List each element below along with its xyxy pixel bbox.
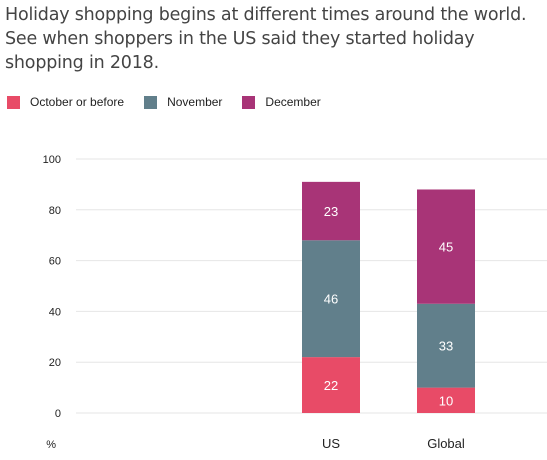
y-tick-label-60: 60 xyxy=(49,256,61,268)
data-label-global-series-2: 45 xyxy=(439,240,453,255)
category-label-global: Global xyxy=(427,436,465,451)
y-tick-label-20: 20 xyxy=(49,357,61,369)
bar-global-series-0 xyxy=(417,387,475,413)
legend-item-october: October or before xyxy=(7,95,124,109)
legend-item-december: December xyxy=(242,95,321,109)
y-axis-ticks: 0 20 40 60 80 100 xyxy=(43,154,61,420)
legend-label-november: November xyxy=(167,95,223,109)
y-tick-label-0: 0 xyxy=(55,408,61,420)
data-label-global-series-1: 33 xyxy=(439,339,453,354)
data-label-us-series-1: 46 xyxy=(324,292,338,307)
data-label-us-series-2: 23 xyxy=(324,204,338,219)
legend-swatch-november xyxy=(144,95,158,109)
bar-global-series-2 xyxy=(417,189,475,304)
chart-title: Holiday shopping begins at different tim… xyxy=(5,5,527,73)
y-tick-label-100: 100 xyxy=(43,154,61,166)
y-tick-label-80: 80 xyxy=(49,205,61,217)
data-label-us-series-0: 22 xyxy=(324,378,338,393)
legend-label-december: December xyxy=(265,95,321,109)
y-tick-label-40: 40 xyxy=(49,306,61,318)
bar-us-series-1 xyxy=(302,240,360,358)
y-axis-unit: % xyxy=(46,439,56,451)
data-label-global-series-0: 10 xyxy=(439,393,453,408)
bar-us-series-2 xyxy=(302,181,360,241)
legend-swatch-october xyxy=(7,95,20,109)
legend-swatch-december xyxy=(242,95,256,109)
legend-label-october: October or before xyxy=(30,95,125,109)
legend-item-november: November xyxy=(144,95,222,109)
category-label-us: US xyxy=(322,436,340,451)
x-axis-categories: US Global xyxy=(322,436,465,451)
bar-global-series-1 xyxy=(417,303,475,388)
bars: 22 46 23 10 33 45 xyxy=(302,181,475,413)
bar-us-series-0 xyxy=(302,357,360,413)
legend: October or before November December xyxy=(7,95,341,109)
